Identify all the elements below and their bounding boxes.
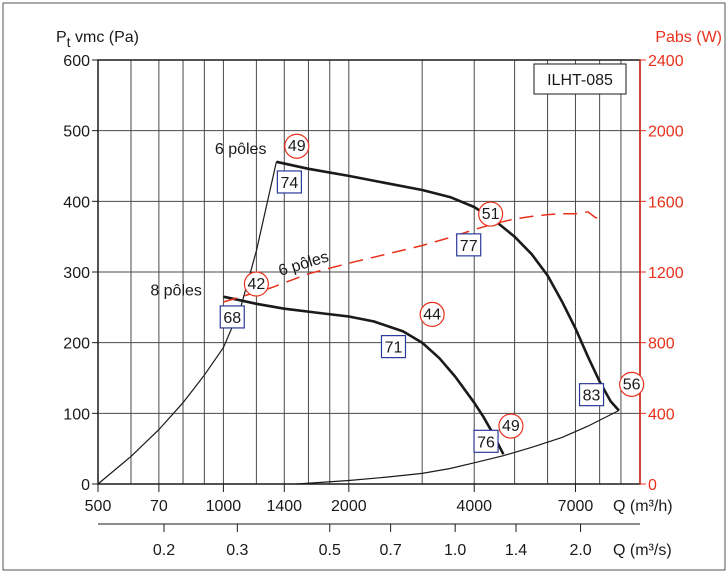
x-flow-h-tick-label: 70: [150, 498, 168, 515]
model-title-box: [533, 63, 627, 95]
x-flow-h-tick-label: 7000: [558, 498, 594, 515]
noise-circle: [498, 413, 524, 439]
x-flow-h-tick-label: 1000: [206, 498, 242, 515]
x-flow-s-tick-label: 1.4: [505, 542, 527, 559]
y-axis-left-title-main: P: [56, 29, 67, 46]
efficiency-label: 68: [223, 310, 241, 327]
y-left-tick-label: 0: [81, 477, 90, 494]
noise-circle: [284, 133, 310, 159]
noise-circle: [243, 271, 269, 297]
y-right-tick-label: 800: [648, 336, 675, 353]
efficiency-label: 74: [280, 175, 298, 192]
series-line-system-parabola-lower: [296, 409, 620, 485]
x-flow-h-tick-label: 500: [85, 498, 112, 515]
series-line-system-parabola: [97, 161, 277, 485]
y-left-tick-label: 100: [63, 406, 90, 423]
noise-label: 56: [623, 376, 641, 393]
x-flow-s-tick-label: 2.0: [569, 542, 591, 559]
efficiency-label: 76: [477, 434, 495, 451]
efficiency-box: [456, 233, 482, 257]
x-flow-s-tick-label: 0.7: [380, 542, 402, 559]
x-flow-s-tick-label: 0.3: [226, 542, 248, 559]
y-left-tick-label: 600: [63, 53, 90, 70]
efficiency-label: 77: [460, 238, 478, 255]
y-left-tick-label: 400: [63, 194, 90, 211]
efficiency-box: [578, 383, 605, 407]
efficiency-box: [473, 429, 499, 453]
x-flow-s-tick-label: 0.2: [153, 542, 175, 559]
efficiency-box: [276, 170, 302, 194]
x-flow-s-tick-label: 1.0: [444, 542, 466, 559]
efficiency-label: 83: [583, 388, 601, 405]
series-line-8-p-les: [223, 295, 505, 455]
y-right-tick-label: 1600: [648, 194, 684, 211]
x-flow-s-tick-label: 0.5: [319, 542, 341, 559]
noise-label: 51: [482, 206, 500, 223]
y-axis-left-title-rest: vmc (Pa): [71, 29, 139, 46]
y-right-tick-label: 400: [648, 406, 675, 423]
y-axis-left-title: Pt vmc (Pa): [56, 29, 139, 50]
y-left-tick-label: 500: [63, 124, 90, 141]
noise-circle: [478, 201, 504, 227]
x-axis-flow-h-title: Q (m³/h): [613, 498, 673, 515]
x-flow-h-tick-label: 4000: [456, 498, 492, 515]
y-axis-right-title: Pabs (W): [655, 29, 722, 46]
x-flow-h-tick-label: 2000: [331, 498, 367, 515]
curve-annotation: 6 pôles: [215, 141, 267, 158]
y-left-tick-label: 300: [63, 265, 90, 282]
x-flow-h-tick-label: 1400: [266, 498, 302, 515]
efficiency-box: [219, 305, 245, 329]
grid-layer: [97, 59, 641, 485]
y-axis-left-title-sub: t: [67, 34, 71, 50]
efficiency-box: [380, 335, 407, 359]
curve-layer: [97, 160, 620, 485]
series-line-6-p-les-pabs: [223, 211, 603, 303]
noise-label: 42: [247, 276, 265, 293]
series-line-6-p-les: [276, 160, 620, 412]
y-left-tick-label: 200: [63, 336, 90, 353]
y-right-tick-label: 0: [648, 477, 657, 494]
y-right-tick-label: 1200: [648, 265, 684, 282]
noise-label: 44: [423, 306, 441, 323]
efficiency-label: 71: [385, 340, 403, 357]
noise-label: 49: [288, 138, 306, 155]
noise-label: 49: [502, 418, 520, 435]
axis-layer: 0 100 200 300 400 500 600 0 400 800 1200 1600 2000 24…: [63, 53, 683, 559]
y-right-tick-label: 2000: [648, 124, 684, 141]
x-axis-flow-s-title: Q (m³/s): [613, 542, 672, 559]
model-title: ILHT-085: [547, 72, 613, 89]
curve-annotation: 8 pôles: [150, 282, 202, 299]
noise-circle: [619, 371, 645, 397]
y-right-tick-label: 2400: [648, 53, 684, 70]
noise-circle: [419, 301, 445, 327]
